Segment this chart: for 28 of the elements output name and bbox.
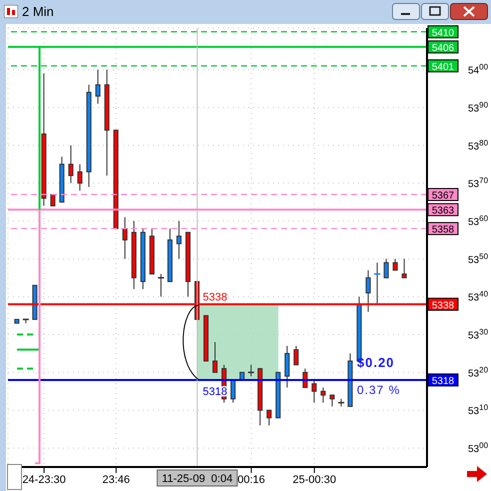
- y-tick-label: 53$^{10}$: [468, 402, 489, 418]
- y-tick-label: 53$^{90}$: [468, 100, 489, 114]
- x-tick-label: 00:16: [238, 474, 266, 486]
- ref-line-label: 5318: [432, 376, 455, 387]
- y-tick-label: 53$^{50}$: [468, 251, 489, 266]
- ref-line-label: 5338: [202, 291, 228, 304]
- y-tick-label: 54$^{00}$: [468, 62, 489, 77]
- ref-line-label: 5363: [432, 206, 455, 217]
- y-tick-label: 53$^{80}$: [468, 138, 489, 152]
- ref-line-label: 5401: [432, 62, 455, 73]
- y-tick-label: 53$^{40}$: [468, 289, 489, 304]
- x-tick-label: 23:46: [102, 474, 130, 486]
- x-tick-label: 24-23:30: [22, 474, 66, 486]
- y-tick-label: 53$^{20}$: [468, 364, 489, 380]
- annotation: 0.37 %: [357, 383, 400, 397]
- y-tick-label: 53$^{00}$: [468, 440, 489, 456]
- y-tick-label: 53$^{30}$: [468, 327, 489, 342]
- ref-line-label: 5367: [432, 190, 455, 202]
- ref-line-label: 11-25-09 0:04: [162, 473, 233, 485]
- ref-line-label: 5406: [432, 42, 455, 54]
- text: 5338: [432, 300, 454, 312]
- y-tick-label: 53$^{60}$: [468, 214, 489, 228]
- chart-title: 2 Min: [22, 4, 54, 19]
- y-tick-label: 53$^{70}$: [468, 176, 489, 190]
- annotation: $0.20: [357, 355, 395, 370]
- ref-line-label: 5410: [432, 28, 455, 39]
- x-tick-label: 25-00:30: [292, 474, 336, 486]
- ref-line-label: 5358: [432, 224, 455, 236]
